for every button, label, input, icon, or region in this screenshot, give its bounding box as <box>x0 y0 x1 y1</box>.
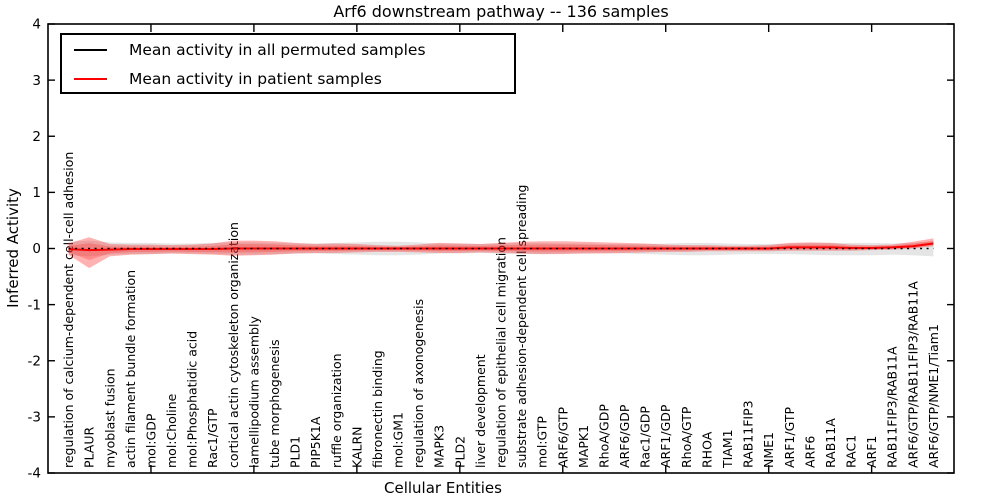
legend-line-sample-patient <box>74 78 107 80</box>
category-label: RAB11FIP3 <box>741 400 756 468</box>
category-label: liver development <box>473 354 488 468</box>
legend-item-patient: Mean activity in patient samples <box>62 65 514 93</box>
y-tick-label: 2 <box>32 129 41 145</box>
y-tick-label: -4 <box>28 466 41 482</box>
legend-line-sample-permuted <box>74 49 107 51</box>
x-axis-ticks <box>150 24 873 473</box>
y-tick-label: 4 <box>32 17 41 33</box>
legend-item-permuted: Mean activity in all permuted samples <box>62 36 514 64</box>
category-label: ARF1/GTP <box>782 407 797 468</box>
category-labels: regulation of calcium-dependent cell-cel… <box>61 152 941 469</box>
y-tick-label: 1 <box>32 185 41 201</box>
category-label: regulation of axonogenesis <box>411 299 426 468</box>
band-patient-range-outer <box>68 237 934 269</box>
legend-label-patient: Mean activity in patient samples <box>129 70 382 88</box>
category-label: KALRN <box>349 426 364 468</box>
category-label: tube morphogenesis <box>267 339 282 468</box>
category-label: ARF6/GTP/RAB11FIP3/RAB11A <box>905 281 920 468</box>
category-label: ARF6/GTP <box>555 407 570 468</box>
category-label: ARF6/GDP <box>617 404 632 468</box>
category-label: RAB11A <box>823 418 838 468</box>
legend-label-permuted: Mean activity in all permuted samples <box>129 41 426 59</box>
category-label: regulation of calcium-dependent cell-cel… <box>61 152 76 468</box>
y-tick-label: 0 <box>32 241 41 257</box>
band-patient-range-inner <box>68 240 934 261</box>
category-label: ARF1/GDP <box>658 404 673 468</box>
category-label: mol:Phosphatidic acid <box>185 331 200 468</box>
category-label: actin filament bundle formation <box>123 270 138 468</box>
category-label: RHOA <box>699 431 714 468</box>
category-label: regulation of epithelial cell migration <box>494 237 509 468</box>
category-label: RAB11FIP3/RAB11A <box>885 346 900 468</box>
legend: Mean activity in all permuted samples Me… <box>60 33 516 94</box>
category-label: fibronectin binding <box>370 350 385 468</box>
category-label: MAPK1 <box>576 425 591 468</box>
category-label: NME1 <box>761 432 776 468</box>
category-label: MAPK3 <box>432 425 447 468</box>
category-label: cortical actin cytoskeleton organization <box>226 222 241 468</box>
category-label: mol:GTP <box>535 416 550 468</box>
category-label: myoblast fusion <box>102 368 117 468</box>
category-label: PLAUR <box>82 427 97 468</box>
category-label: mol:GDP <box>143 413 158 468</box>
category-label: RhoA/GTP <box>679 406 694 468</box>
category-label: ARF6/GTP/NME1/Tiam1 <box>926 324 941 468</box>
y-tick-label: -1 <box>28 297 41 313</box>
y-axis-label: Inferred Activity <box>4 188 22 308</box>
y-tick-label: -2 <box>28 353 41 369</box>
x-axis-label: Cellular Entities <box>384 479 502 497</box>
category-label: substrate adhesion-dependent cell spread… <box>514 185 529 468</box>
category-label: ruffle organization <box>329 353 344 468</box>
category-label: TIAM1 <box>720 429 735 469</box>
category-label: mol:GM1 <box>391 412 406 468</box>
category-label: PLD1 <box>288 436 303 468</box>
category-label: ARF1 <box>864 436 879 468</box>
category-label: RhoA/GDP <box>596 404 611 468</box>
category-label: ARF6 <box>802 436 817 468</box>
category-label: PLD2 <box>452 436 467 468</box>
category-label: PIP5K1A <box>308 416 323 468</box>
y-axis-ticks: 4 3 2 1 0 -1 -2 -3 -4 <box>28 17 954 482</box>
category-label: lamellipodium assembly <box>246 316 261 468</box>
y-tick-label: -3 <box>28 410 41 426</box>
category-label: RAC1 <box>844 435 859 468</box>
y-tick-label: 3 <box>32 73 41 89</box>
category-label: Rac1/GDP <box>638 406 653 468</box>
category-label: mol:Choline <box>164 393 179 468</box>
category-label: Rac1/GTP <box>205 408 220 468</box>
chart-title: Arf6 downstream pathway -- 136 samples <box>333 2 669 21</box>
